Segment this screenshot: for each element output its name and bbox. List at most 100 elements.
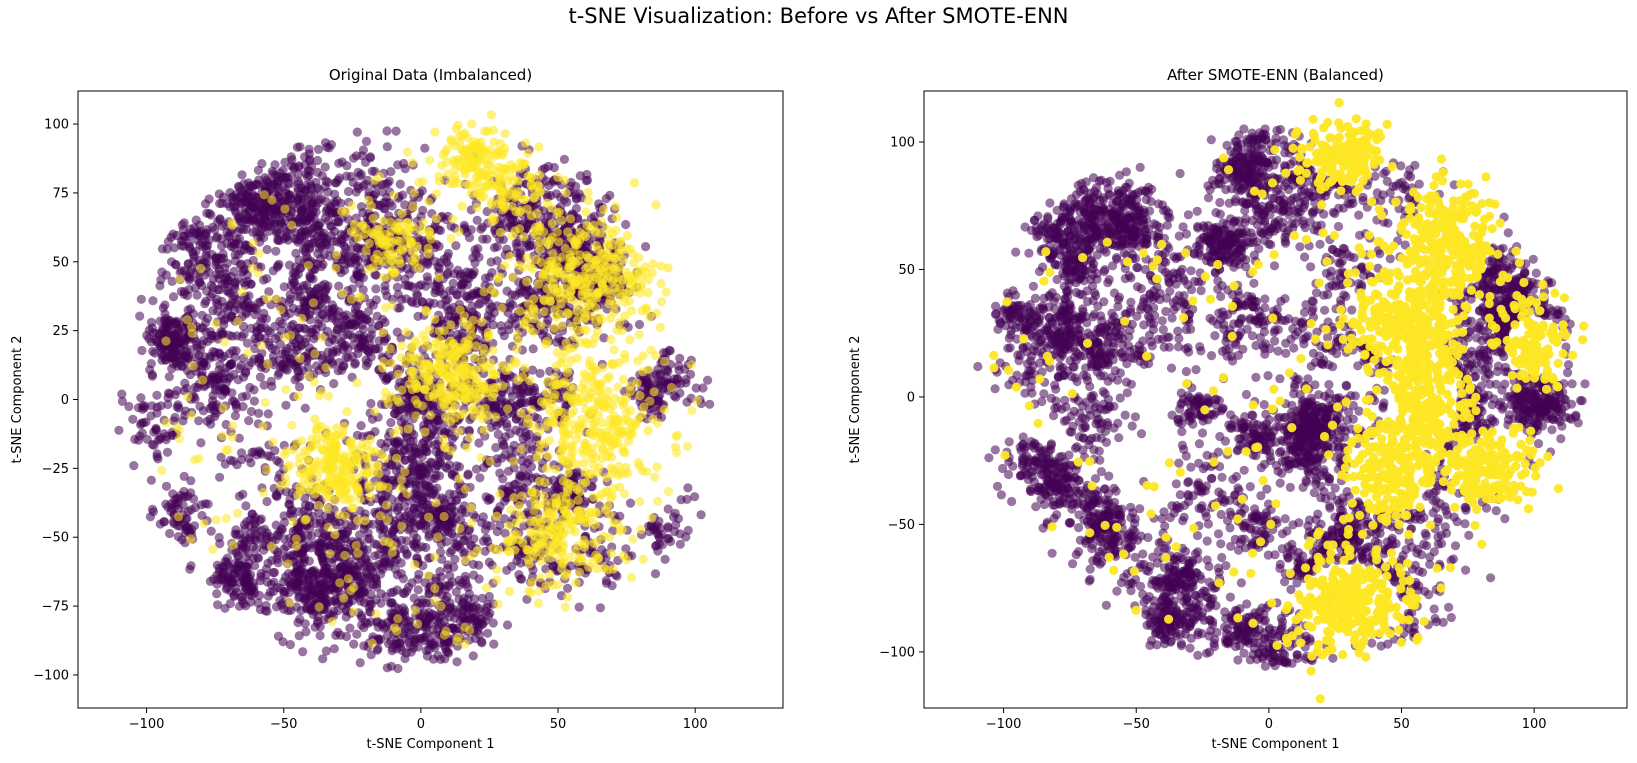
data-point-class-0 [262, 531, 272, 542]
data-point-class-0 [505, 302, 515, 312]
data-point-class-0 [147, 370, 157, 380]
data-point-class-0 [189, 252, 199, 262]
data-point-class-0 [273, 550, 283, 561]
data-point-class-0 [324, 143, 334, 153]
data-point-class-0 [246, 406, 256, 417]
data-point-class-0 [356, 202, 367, 212]
data-point-class-0 [163, 237, 173, 247]
data-point-class-0 [383, 438, 393, 448]
data-point-class-0 [124, 401, 134, 412]
data-point-class-0 [468, 288, 478, 298]
data-point-class-0 [153, 435, 163, 445]
data-point-class-0 [354, 593, 364, 603]
data-point-class-0 [452, 290, 462, 300]
data-point-class-0 [675, 353, 685, 363]
data-point-class-0 [409, 489, 419, 499]
data-point-class-0 [238, 599, 249, 609]
data-point-class-0 [259, 539, 269, 549]
data-point-class-0 [511, 425, 521, 435]
data-point-class-0 [306, 590, 316, 600]
data-point-class-0 [269, 567, 280, 578]
data-point-class-0 [433, 262, 443, 272]
data-point-class-0 [146, 475, 156, 485]
data-point-class-0 [435, 566, 445, 577]
data-point-class-0 [446, 496, 457, 506]
data-point-class-0 [484, 591, 494, 602]
data-point-class-0 [117, 389, 127, 399]
data-point-class-0 [382, 126, 392, 136]
data-point-class-0 [293, 269, 303, 279]
data-point-class-0 [336, 229, 346, 239]
data-point-class-0 [262, 244, 272, 255]
data-point-class-0 [446, 221, 456, 231]
data-point-class-0 [690, 492, 700, 502]
data-point-class-0 [589, 211, 599, 221]
data-point-class-0 [392, 505, 403, 515]
data-point-class-0 [641, 242, 651, 252]
data-point-class-0 [223, 276, 233, 286]
data-point-class-0 [219, 302, 229, 312]
data-point-class-0 [207, 330, 217, 340]
data-point-class-0 [240, 532, 250, 542]
data-point-class-0 [441, 537, 451, 547]
data-point-class-0 [321, 176, 331, 186]
data-point-class-0 [370, 551, 380, 561]
data-point-class-0 [192, 235, 202, 245]
data-point-class-0 [356, 421, 366, 431]
data-point-class-0 [297, 215, 307, 225]
data-point-class-0 [167, 503, 177, 514]
data-point-class-0 [253, 206, 263, 216]
data-point-class-0 [443, 563, 453, 574]
data-point-class-0 [230, 411, 240, 421]
data-point-class-0 [312, 155, 323, 166]
scatter-panel-1: −100 −50 0 50 100−100−75−50−250255075100Orig… [10, 66, 784, 752]
data-point-class-0 [302, 194, 312, 204]
data-point-class-0 [254, 408, 264, 418]
data-point-class-0 [472, 215, 482, 225]
data-point-class-0 [366, 398, 376, 409]
data-point-class-0 [168, 292, 179, 302]
data-point-class-0 [546, 191, 556, 201]
data-point-class-0 [429, 298, 439, 308]
data-point-class-0 [262, 577, 272, 587]
data-point-class-0 [457, 507, 467, 517]
data-point-class-0 [136, 393, 146, 403]
data-point-class-0 [259, 275, 269, 285]
data-point-class-0 [469, 570, 479, 580]
data-point-class-0 [300, 619, 310, 629]
data-point-class-0 [147, 504, 158, 514]
data-point-class-0 [147, 401, 157, 411]
data-point-class-0 [482, 602, 493, 612]
data-point-class-0 [393, 160, 403, 170]
data-point-class-0 [435, 618, 445, 628]
data-point-class-0 [312, 571, 322, 581]
data-point-class-0 [304, 225, 314, 235]
data-point-class-0 [416, 519, 426, 529]
data-point-class-0 [480, 525, 490, 535]
data-point-class-0 [533, 413, 543, 424]
data-point-class-0 [313, 611, 323, 622]
data-point-class-0 [422, 651, 432, 661]
data-point-class-0 [264, 287, 274, 297]
data-point-class-0 [358, 145, 368, 155]
data-point-class-0 [475, 473, 485, 483]
data-point-class-0 [400, 653, 410, 664]
data-point-class-0 [436, 299, 446, 309]
data-point-class-0 [280, 586, 290, 597]
data-point-class-0 [376, 589, 386, 599]
data-point-class-0 [366, 589, 376, 600]
data-point-class-0 [318, 259, 328, 269]
data-point-class-0 [319, 564, 329, 574]
data-point-class-0 [295, 592, 305, 602]
data-point-class-0 [313, 249, 323, 259]
data-point-class-0 [552, 337, 562, 347]
data-point-class-0 [361, 136, 372, 146]
data-point-class-0 [474, 438, 484, 448]
data-point-class-0 [180, 410, 190, 420]
data-point-class-0 [479, 463, 489, 473]
data-point-class-0 [653, 546, 663, 556]
data-point-class-0 [535, 368, 545, 378]
data-point-class-0 [422, 628, 432, 639]
data-point-class-0 [231, 525, 241, 535]
